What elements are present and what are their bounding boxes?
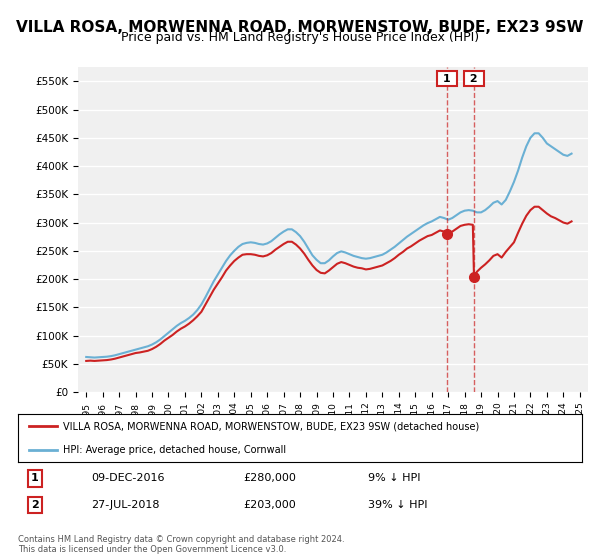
Text: £203,000: £203,000 bbox=[244, 500, 296, 510]
Text: Contains HM Land Registry data © Crown copyright and database right 2024.
This d: Contains HM Land Registry data © Crown c… bbox=[18, 535, 344, 554]
Text: 9% ↓ HPI: 9% ↓ HPI bbox=[368, 473, 420, 483]
Text: Price paid vs. HM Land Registry's House Price Index (HPI): Price paid vs. HM Land Registry's House … bbox=[121, 31, 479, 44]
Text: 1: 1 bbox=[31, 473, 39, 483]
Text: VILLA ROSA, MORWENNA ROAD, MORWENSTOW, BUDE, EX23 9SW (detached house): VILLA ROSA, MORWENNA ROAD, MORWENSTOW, B… bbox=[63, 421, 479, 431]
Text: 27-JUL-2018: 27-JUL-2018 bbox=[91, 500, 160, 510]
Text: 39% ↓ HPI: 39% ↓ HPI bbox=[368, 500, 427, 510]
Text: HPI: Average price, detached house, Cornwall: HPI: Average price, detached house, Corn… bbox=[63, 445, 286, 455]
Text: VILLA ROSA, MORWENNA ROAD, MORWENSTOW, BUDE, EX23 9SW: VILLA ROSA, MORWENNA ROAD, MORWENSTOW, B… bbox=[16, 20, 584, 35]
Text: 2: 2 bbox=[466, 74, 482, 83]
Text: 2: 2 bbox=[31, 500, 39, 510]
Text: 1: 1 bbox=[439, 74, 455, 83]
Text: 09-DEC-2016: 09-DEC-2016 bbox=[91, 473, 165, 483]
Text: £280,000: £280,000 bbox=[244, 473, 296, 483]
